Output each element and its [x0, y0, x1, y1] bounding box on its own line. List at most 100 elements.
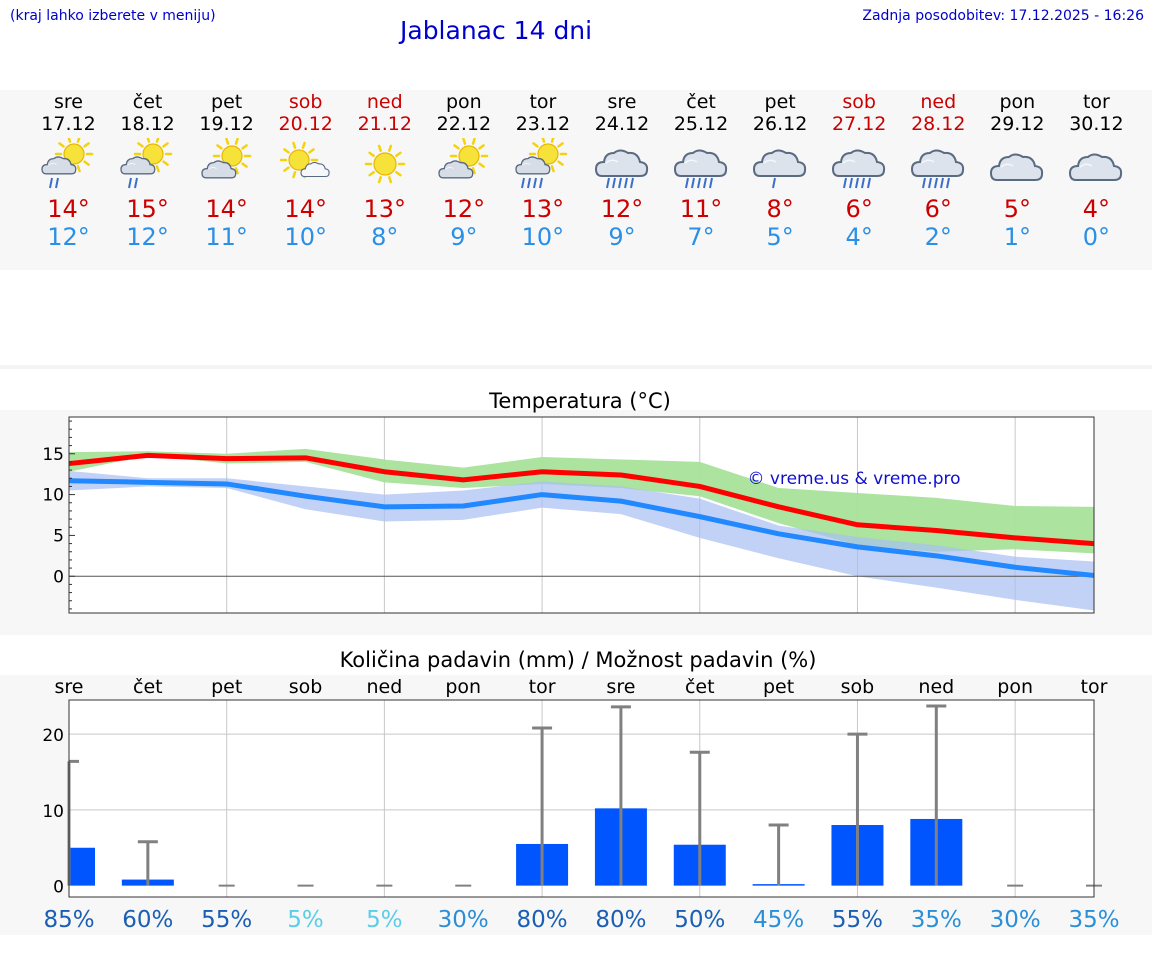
max-range-band [69, 448, 1094, 554]
day-date: 30.12 [1069, 113, 1124, 135]
partly-cloudy-rain-icon [515, 138, 568, 189]
y-tick-label: 10 [42, 802, 64, 822]
y-tick-label: 10 [42, 486, 64, 506]
day-date: 20.12 [278, 113, 333, 135]
precip-day-label: ned [918, 676, 954, 698]
precip-day-label: sre [606, 676, 635, 698]
max-temperature: 6° [845, 195, 873, 223]
max-temperature: 14° [205, 195, 248, 223]
y-tick-label: 20 [42, 726, 64, 746]
precip-probability: 30% [990, 907, 1041, 933]
precip-probability: 30% [438, 907, 489, 933]
day-name: sob [288, 91, 323, 113]
precip-day-label: pon [997, 676, 1033, 698]
precip-day-label: čet [685, 676, 715, 698]
plot-frame [68, 416, 1095, 614]
cloudy-icon [1069, 153, 1123, 181]
min-temperature: 12° [47, 223, 90, 251]
min-temperature: 0° [1082, 223, 1111, 251]
precip-day-label: tor [529, 676, 556, 698]
day-date: 22.12 [436, 113, 492, 135]
temperature-chart-title: Temperatura (°C) [488, 389, 671, 413]
precip-probability: 50% [674, 907, 725, 933]
temperature-chart: Temperatura (°C) 15 10 5 0 © vreme.us & vrem… [42, 389, 1095, 614]
max-temperature: 15° [126, 195, 169, 223]
precipitation-chart: Količina padavin (mm) / Možnost padavin … [42, 648, 1119, 933]
max-temperature: 6° [924, 195, 952, 223]
min-temperature: 4° [845, 223, 873, 251]
precip-probability: 35% [1068, 907, 1119, 933]
precip-probability: 60% [122, 907, 173, 933]
partly-cloudy-light-rain-icon [40, 138, 93, 189]
day-column: sob 20.12 14° 10° [266, 90, 345, 251]
day-date: 26.12 [752, 113, 808, 135]
cloudy-icon [990, 153, 1044, 181]
location-menu-hint: (kraj lahko izberete v meniju) [10, 8, 216, 24]
cloudy-rain-icon [674, 149, 728, 189]
precip-probability: 55% [201, 907, 252, 933]
day-column: pon 29.12 5° 1° [978, 90, 1057, 251]
y-tick-label: 15 [42, 445, 64, 465]
precip-probability: 80% [595, 907, 646, 933]
precip-day-label: sob [289, 676, 323, 698]
precip-day-label: pon [445, 676, 481, 698]
day-date: 19.12 [199, 113, 254, 135]
day-name: pet [764, 91, 796, 113]
day-column: sre 17.12 14° 12° [29, 90, 108, 251]
min-temperature: 10° [521, 223, 565, 251]
precip-probability: 5% [287, 907, 324, 933]
min-temperature: 7° [687, 223, 715, 251]
cloudy-light-rain-icon [753, 149, 807, 189]
day-date: 24.12 [594, 113, 650, 135]
precip-day-label: sre [55, 676, 84, 698]
max-temperature: 12° [442, 195, 486, 223]
day-column: ned 28.12 6° 2° [899, 90, 978, 251]
min-temperature: 1° [1003, 223, 1031, 251]
precip-probability: 80% [517, 907, 568, 933]
day-column: tor 23.12 13° 10° [503, 90, 582, 251]
day-date: 18.12 [120, 113, 175, 135]
min-range-band [69, 470, 1094, 611]
day-name: ned [920, 91, 957, 113]
day-name: sre [607, 91, 637, 113]
precip-day-label: pet [211, 676, 242, 698]
page-title: Jablanac 14 dni [400, 16, 593, 45]
y-tick-label: 0 [53, 878, 64, 898]
day-name: tor [1082, 91, 1110, 113]
precipitation-chart-title: Količina padavin (mm) / Možnost padavin … [340, 648, 817, 672]
cloudy-rain-icon [832, 149, 886, 189]
precip-probability: 35% [911, 907, 962, 933]
min-temperature: 10° [284, 223, 327, 251]
day-name: tor [529, 91, 557, 113]
min-temperature: 5° [766, 223, 794, 251]
day-column: sob 27.12 6° 4° [820, 90, 899, 251]
day-date: 29.12 [990, 113, 1045, 135]
day-name: čet [686, 91, 716, 113]
day-column: sre 24.12 12° 9° [582, 90, 661, 251]
min-temperature: 9° [450, 223, 478, 251]
day-column: čet 18.12 15° 12° [108, 90, 187, 251]
partly-cloudy-icon [200, 138, 251, 179]
max-temperature: 14° [47, 195, 90, 223]
day-name: pon [999, 91, 1036, 113]
precip-day-label: čet [133, 676, 163, 698]
day-name: sob [842, 91, 876, 113]
day-name: pet [211, 91, 243, 113]
min-temperature: 2° [924, 223, 952, 251]
precip-probability: 85% [43, 907, 94, 933]
precip-bar [69, 847, 95, 886]
precip-probability: 5% [366, 907, 403, 933]
min-temperature-line [68, 478, 1095, 578]
day-date: 17.12 [41, 113, 96, 135]
day-name: pon [445, 91, 482, 113]
temperature-watermark: © vreme.us & vreme.pro [747, 469, 960, 489]
day-date: 27.12 [831, 113, 887, 135]
divider [0, 365, 1152, 369]
cloudy-rain-icon [911, 149, 965, 189]
sun-icon [364, 144, 406, 184]
day-date: 23.12 [515, 113, 571, 135]
y-tick-label: 5 [53, 526, 64, 546]
day-name: čet [132, 91, 163, 113]
day-date: 28.12 [911, 113, 966, 135]
max-temperature: 5° [1003, 195, 1031, 223]
